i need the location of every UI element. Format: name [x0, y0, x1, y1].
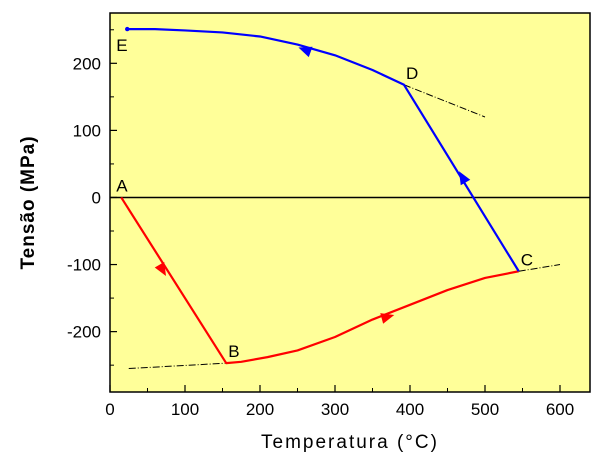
ticks-layer: 0 100 200 300 400 500 600 200 100 0 -100 -200 — [67, 29, 574, 419]
y-axis-title: Tensão (MPa) — [18, 135, 39, 269]
y-tick-label: -200 — [67, 323, 101, 342]
y-tick-label: 0 — [92, 188, 101, 207]
arrows-layer — [154, 46, 471, 324]
point-label-a: A — [116, 176, 128, 195]
reference-line-3 — [518, 264, 561, 272]
point-label-d: D — [406, 64, 418, 83]
x-tick-label: 300 — [321, 400, 349, 419]
end-point-marker — [125, 26, 130, 32]
arrow-4 — [298, 46, 313, 58]
y-tick-label: -100 — [67, 256, 101, 275]
arrow-1 — [154, 261, 166, 276]
reference-lines-layer — [128, 84, 561, 370]
x-tick-label: 200 — [246, 400, 274, 419]
x-tick-label: 0 — [105, 400, 114, 419]
plot-area — [110, 13, 590, 392]
x-tick-label: 400 — [396, 400, 424, 419]
point-label-e: E — [116, 36, 127, 55]
reference-line-1 — [128, 362, 227, 370]
point-labels-layer: A B C D E — [116, 36, 533, 361]
reference-line-2 — [403, 84, 486, 118]
y-tick-label: 100 — [73, 121, 101, 140]
arrow-3 — [459, 171, 471, 186]
x-tick-label: 600 — [546, 400, 574, 419]
series-layer — [120, 26, 520, 365]
plot-frame — [109, 12, 591, 393]
x-tick-label: 100 — [171, 400, 199, 419]
series-line-1 — [120, 196, 519, 365]
arrow-2 — [380, 313, 395, 324]
x-tick-label: 500 — [471, 400, 499, 419]
point-label-b: B — [228, 342, 239, 361]
series-line-2 — [127, 27, 520, 272]
y-tick-label: 200 — [73, 54, 101, 73]
point-label-c: C — [521, 250, 533, 269]
x-axis-title: Temperatura (°C) — [261, 432, 439, 453]
